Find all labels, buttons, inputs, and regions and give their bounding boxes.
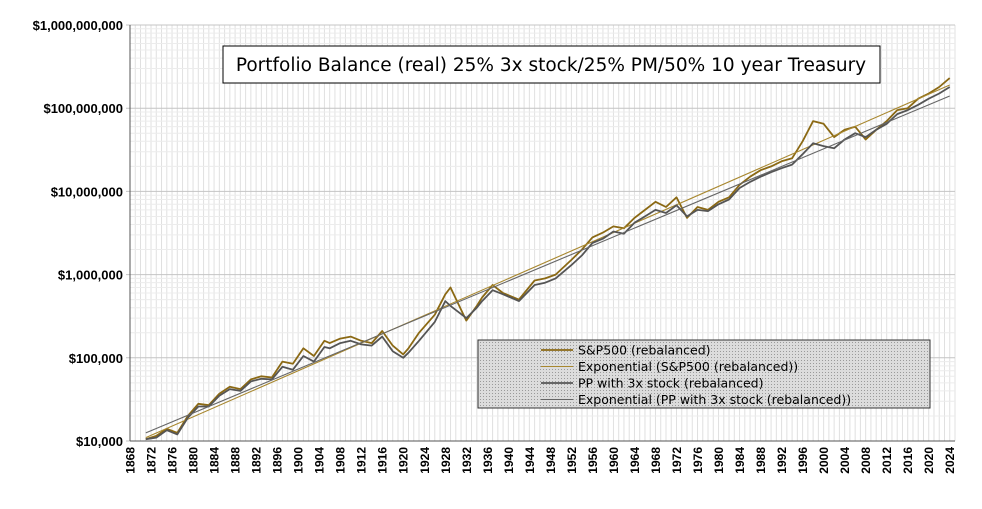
x-tick-label: 1968 — [649, 447, 663, 474]
x-tick-label: 1924 — [418, 447, 432, 474]
x-tick-label: 1872 — [145, 447, 159, 474]
series-line-3 — [145, 86, 951, 441]
x-tick-label: 1964 — [628, 447, 642, 474]
x-tick-label: 1984 — [733, 447, 747, 474]
x-tick-label: 1980 — [712, 447, 726, 474]
x-tick-label: 2024 — [943, 447, 957, 474]
x-tick-label: 2008 — [859, 447, 873, 474]
x-tick-label: 1876 — [166, 447, 180, 474]
y-tick-labels: $10,000 $100,000 $1,000,000 $10,000,000 $100… — [33, 18, 123, 449]
x-tick-label: 1940 — [502, 447, 516, 474]
x-tick-label: 1920 — [397, 447, 411, 474]
x-tick-label: 1936 — [481, 447, 495, 474]
x-tick-label: 2012 — [880, 447, 894, 474]
legend-box — [477, 339, 931, 409]
legend-label: Exponential (S&P500 (rebalanced)) — [578, 359, 798, 374]
x-tick-label: 1884 — [208, 447, 222, 474]
legend-label: PP with 3x stock (rebalanced) — [578, 376, 763, 391]
x-tick-label: 1880 — [187, 447, 201, 474]
series-line-4 — [145, 95, 950, 434]
x-tick-label: 2004 — [838, 447, 852, 474]
x-tick-label: 1928 — [439, 447, 453, 474]
y-tick-label: $1,000,000 — [58, 268, 123, 283]
x-tick-label: 1992 — [775, 447, 789, 474]
y-tick-label: $1,000,000,000 — [33, 18, 123, 33]
x-tick-label: 1896 — [271, 447, 285, 474]
x-tick-label: 1904 — [313, 447, 327, 474]
legend-label: S&P500 (rebalanced) — [578, 343, 711, 358]
x-tick-label: 1912 — [355, 447, 369, 474]
x-tick-label: 1944 — [523, 447, 537, 474]
x-tick-label: 1956 — [586, 447, 600, 474]
x-tick-label: 1996 — [796, 447, 810, 474]
x-tick-labels: 1868 1872 1876 1880 1884 1888 1892 1896 1900 1904… — [124, 447, 958, 474]
x-tick-label: 1868 — [124, 447, 138, 474]
x-tick-label: 2020 — [922, 447, 936, 474]
series-line-1 — [145, 77, 951, 441]
series-layer — [145, 77, 951, 441]
y-tick-label: $10,000,000 — [51, 184, 123, 199]
x-tick-label: 1952 — [565, 447, 579, 474]
x-tick-label: 1908 — [334, 447, 348, 474]
x-tick-label: 1972 — [670, 447, 684, 474]
x-tick-label: 1932 — [460, 447, 474, 474]
y-tick-label: $100,000,000 — [43, 101, 123, 116]
x-tick-label: 2000 — [817, 447, 831, 474]
x-tick-label: 1988 — [754, 447, 768, 474]
y-tick-label: $10,000 — [76, 434, 123, 449]
x-tick-label: 1892 — [250, 447, 264, 474]
x-tick-label: 1916 — [376, 447, 390, 474]
legend-label: Exponential (PP with 3x stock (rebalance… — [578, 392, 851, 407]
y-tick-label: $100,000 — [69, 351, 123, 366]
x-tick-label: 1948 — [544, 447, 558, 474]
chart-title: Portfolio Balance (real) 25% 3x stock/25… — [236, 55, 866, 76]
x-tick-label: 1960 — [607, 447, 621, 474]
x-tick-label: 2016 — [901, 447, 915, 474]
x-tick-label: 1900 — [292, 447, 306, 474]
y-gridlines — [126, 24, 955, 442]
x-tick-label: 1888 — [229, 447, 243, 474]
x-tick-label: 1976 — [691, 447, 705, 474]
legend: S&P500 (rebalanced)Exponential (S&P500 (… — [477, 339, 931, 409]
title-box — [222, 45, 881, 84]
